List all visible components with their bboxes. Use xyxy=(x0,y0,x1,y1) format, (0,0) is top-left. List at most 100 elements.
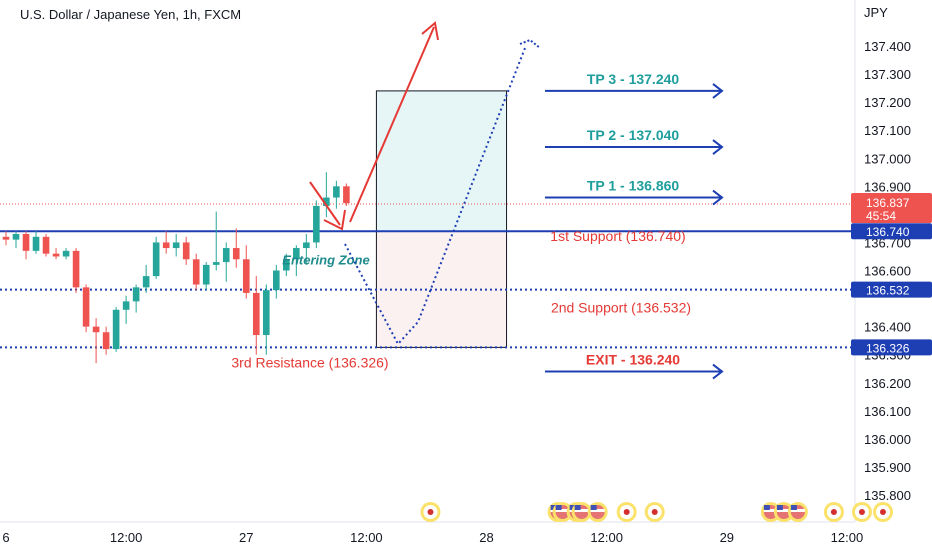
projection-path xyxy=(344,47,526,346)
current-price-value: 136.837 xyxy=(866,196,910,210)
candle-body xyxy=(262,290,270,336)
target-label: TP 3 - 137.240 xyxy=(587,71,680,87)
support-label: 3rd Resistance (136.326) xyxy=(231,354,388,370)
entering-zone-label: Entering Zone xyxy=(282,252,369,267)
x-tick-label: 12:00 xyxy=(350,530,383,545)
candle-body xyxy=(303,242,310,249)
red-arrow-up-shaft xyxy=(349,26,435,223)
profit-zone xyxy=(375,90,508,232)
candle-body xyxy=(52,253,60,257)
candle-body xyxy=(252,292,260,336)
x-tick-label: 27 xyxy=(239,530,253,545)
y-tick-label: 137.400 xyxy=(864,39,911,54)
flag-stripe xyxy=(590,509,605,512)
candle-body xyxy=(202,264,210,285)
x-tick-label: 6 xyxy=(2,530,9,545)
flag-canton xyxy=(574,505,581,510)
dot-event-marker xyxy=(872,502,893,522)
flag-canton xyxy=(569,505,576,510)
price-badge-text: 136.740 xyxy=(866,225,910,239)
red-arrow-down-shaft xyxy=(309,181,341,226)
candle-body xyxy=(82,287,90,327)
marker-dot-icon xyxy=(830,509,837,515)
candle-body xyxy=(182,242,190,260)
flag-canton xyxy=(776,505,783,510)
candle-body xyxy=(102,332,110,350)
flag-stripe xyxy=(790,509,805,512)
target-arrow-head xyxy=(712,139,724,155)
y-tick-label: 137.000 xyxy=(864,151,911,166)
flag-stripe xyxy=(574,509,589,512)
x-tick-label: 12:00 xyxy=(590,530,623,545)
flag-canton xyxy=(555,505,562,510)
candle-body xyxy=(92,326,100,333)
current-price-countdown: 45:54 xyxy=(866,209,896,223)
flag-event-marker xyxy=(787,502,808,522)
candle-body xyxy=(132,287,140,302)
flag-stripe xyxy=(776,509,791,512)
price-badge: 136.740 xyxy=(851,223,932,240)
y-tick-label: 136.100 xyxy=(864,404,911,419)
candle-body xyxy=(12,234,20,240)
y-axis-unit: JPY xyxy=(864,5,888,20)
flag-event-marker xyxy=(552,502,573,522)
flag-event-marker xyxy=(571,502,592,522)
y-tick-label: 136.000 xyxy=(864,432,911,447)
red-arrow-down-head xyxy=(323,209,346,231)
y-tick-label: 137.100 xyxy=(864,123,911,138)
candle-body xyxy=(283,259,290,271)
support-label: 2nd Support (136.532) xyxy=(551,300,691,316)
flag-canton xyxy=(790,505,797,510)
candle-body xyxy=(242,259,250,293)
chart-title: U.S. Dollar / Japanese Yen, 1h, FXCM xyxy=(20,7,241,22)
dot-event-marker xyxy=(851,502,872,522)
candle-body xyxy=(2,236,10,240)
x-tick-label: 12:00 xyxy=(110,530,143,545)
x-tick-label: 12:00 xyxy=(831,530,864,545)
flag-event-marker xyxy=(773,502,794,522)
candle-body xyxy=(343,186,350,204)
candle-body xyxy=(313,205,320,243)
marker-dot-icon xyxy=(623,509,630,515)
price-badge-bg xyxy=(851,223,932,240)
dot-event-marker xyxy=(644,502,665,522)
dot-event-marker xyxy=(420,502,441,522)
flag-event-marker xyxy=(587,502,608,522)
dot-event-marker xyxy=(823,502,844,522)
y-tick-label: 136.600 xyxy=(864,264,911,279)
candle-body xyxy=(272,270,280,291)
flag-canton xyxy=(763,505,770,510)
target-label: TP 1 - 136.860 xyxy=(587,178,680,194)
y-tick-label: 136.400 xyxy=(864,320,911,335)
y-tick-label: 136.900 xyxy=(864,179,911,194)
price-badge: 136.532 xyxy=(851,281,932,298)
candle-body xyxy=(72,250,80,288)
candle-body xyxy=(323,197,330,206)
dot-event-marker xyxy=(616,502,637,522)
candle-body xyxy=(152,242,160,277)
candle-body xyxy=(192,259,200,285)
y-tick-label: 136.200 xyxy=(864,376,911,391)
candle-body xyxy=(22,234,30,251)
candle-body xyxy=(232,248,240,260)
x-tick-label: 28 xyxy=(479,530,493,545)
candle-body xyxy=(42,236,50,254)
price-badge-bg xyxy=(851,339,932,356)
candle-body xyxy=(212,262,220,265)
y-tick-label: 137.300 xyxy=(864,67,911,82)
price-badge: 136.326 xyxy=(851,339,932,356)
price-badge-text: 136.532 xyxy=(866,284,910,298)
flag-stripe xyxy=(555,509,570,512)
y-tick-label: 135.800 xyxy=(864,488,911,503)
marker-dot-icon xyxy=(879,509,886,515)
target-arrow-head xyxy=(712,363,724,380)
flag-canton xyxy=(590,505,597,510)
target-arrow-head xyxy=(712,189,724,206)
candle-body xyxy=(112,309,120,350)
candle-body xyxy=(122,301,130,310)
target-label: TP 2 - 137.040 xyxy=(587,127,680,143)
flag-stripe xyxy=(763,509,778,512)
